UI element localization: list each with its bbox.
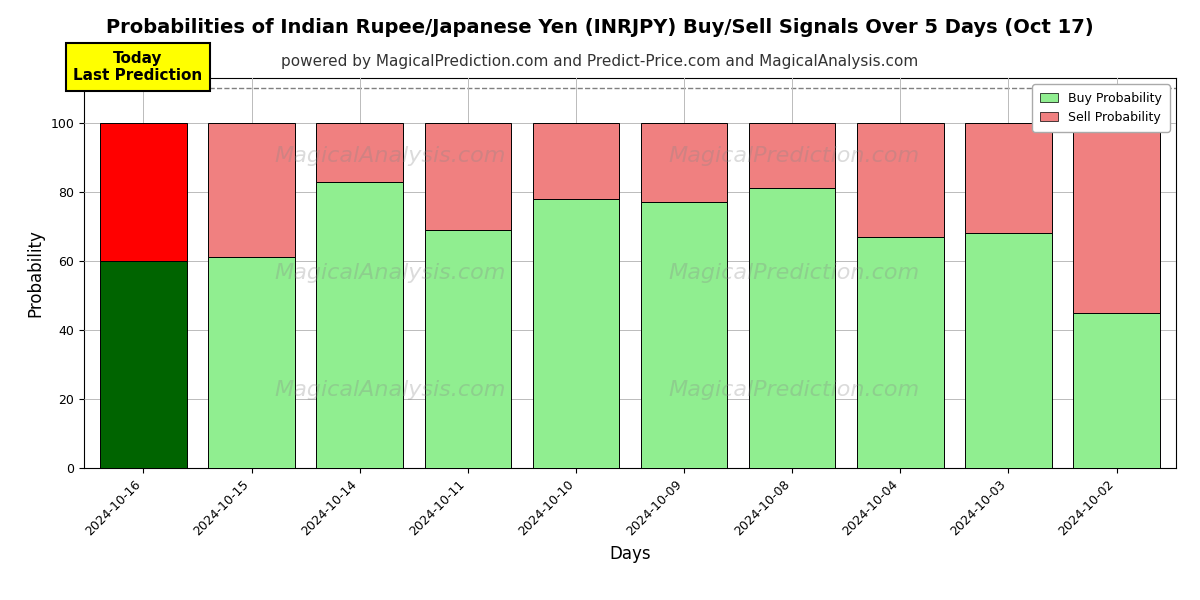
Y-axis label: Probability: Probability (26, 229, 44, 317)
X-axis label: Days: Days (610, 545, 650, 563)
Text: MagicalAnalysis.com: MagicalAnalysis.com (274, 146, 505, 166)
Bar (209, 257, 295, 468)
Bar (965, 123, 1051, 233)
Bar (965, 233, 1051, 468)
Text: MagicalAnalysis.com: MagicalAnalysis.com (274, 380, 505, 400)
Text: MagicalPrediction.com: MagicalPrediction.com (668, 263, 919, 283)
Bar (749, 188, 835, 468)
Bar (209, 123, 295, 257)
Bar (317, 123, 403, 182)
Bar (641, 123, 727, 202)
Text: Probabilities of Indian Rupee/Japanese Yen (INRJPY) Buy/Sell Signals Over 5 Days: Probabilities of Indian Rupee/Japanese Y… (106, 18, 1094, 37)
Text: MagicalAnalysis.com: MagicalAnalysis.com (274, 263, 505, 283)
Bar (857, 123, 943, 237)
Bar (317, 182, 403, 468)
Bar (641, 202, 727, 468)
Bar (857, 237, 943, 468)
Legend: Buy Probability, Sell Probability: Buy Probability, Sell Probability (1032, 84, 1170, 131)
Bar (1073, 313, 1159, 468)
Bar (101, 261, 187, 468)
Bar (749, 123, 835, 188)
Text: powered by MagicalPrediction.com and Predict-Price.com and MagicalAnalysis.com: powered by MagicalPrediction.com and Pre… (281, 54, 919, 69)
Text: MagicalPrediction.com: MagicalPrediction.com (668, 380, 919, 400)
Bar (425, 123, 511, 230)
Bar (101, 123, 187, 261)
Bar (533, 123, 619, 199)
Text: Today
Last Prediction: Today Last Prediction (73, 51, 203, 83)
Text: MagicalPrediction.com: MagicalPrediction.com (668, 146, 919, 166)
Bar (425, 230, 511, 468)
Bar (1073, 123, 1159, 313)
Bar (533, 199, 619, 468)
